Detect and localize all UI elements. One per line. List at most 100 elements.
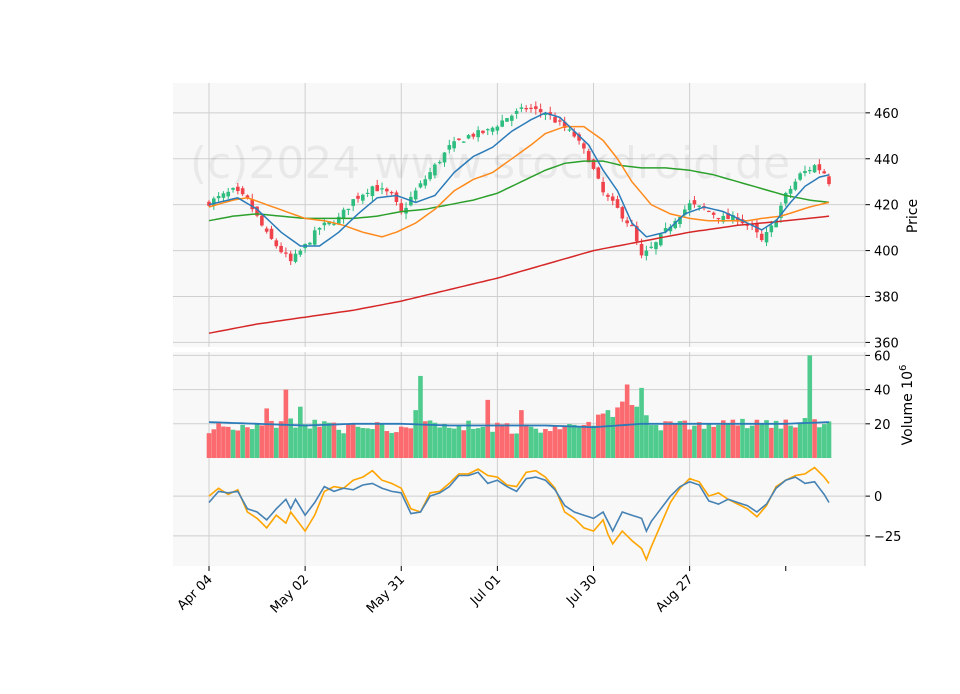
volume-bar: [687, 429, 692, 458]
price-axis: 360 380 400 420 440 460: [864, 83, 899, 351]
volume-bar: [826, 421, 832, 458]
volume-bar: [365, 428, 370, 458]
candle-body: [586, 151, 591, 163]
oscillator-panel-background: [173, 458, 865, 566]
candle-body: [735, 217, 740, 222]
candle-body: [687, 203, 692, 211]
volume-tick-label: 60: [874, 349, 891, 364]
x-axis: Apr 04 May 02 May 31 Jul 01 Jul 30 Aug 27: [175, 566, 787, 616]
volume-bar: [749, 425, 755, 458]
candle-body: [380, 188, 384, 190]
volume-bar: [346, 424, 351, 458]
volume-bar: [403, 427, 409, 458]
volume-bar: [249, 429, 255, 458]
volume-bar: [754, 419, 760, 458]
candle-body: [399, 203, 404, 213]
candle-body: [255, 206, 259, 216]
volume-bar: [716, 424, 721, 458]
ma-200-line: [208, 215, 830, 334]
candle-body: [308, 242, 312, 245]
oscillator-signal-line: [208, 466, 830, 562]
candle-body: [288, 253, 293, 262]
candle-body: [562, 121, 567, 128]
oscillator-tick-label: −25: [874, 530, 901, 545]
volume-bar: [793, 427, 798, 458]
candle-body: [649, 246, 653, 248]
candle-body: [591, 159, 596, 169]
x-tick-label: May 02: [268, 572, 312, 616]
candle-body: [442, 152, 447, 163]
volume-bar: [413, 410, 418, 458]
candle-body: [721, 215, 726, 222]
candle-body: [298, 250, 303, 255]
volume-bar: [355, 426, 361, 458]
volume-bar: [298, 406, 303, 458]
candle-body: [534, 106, 538, 109]
candle-body: [490, 127, 495, 132]
candle-body: [433, 164, 437, 176]
candle-body: [783, 192, 788, 204]
candle-body: [240, 188, 245, 195]
candle-body: [394, 192, 399, 203]
candle-body: [716, 217, 721, 220]
volume-bar: [437, 427, 442, 458]
volume-bar: [317, 426, 322, 458]
volume-tick-label: 20: [874, 418, 891, 433]
candle-body: [279, 245, 283, 253]
volume-bar: [235, 430, 241, 458]
candle-body: [365, 192, 370, 195]
volume-bar: [451, 428, 457, 458]
candle-body: [822, 171, 826, 174]
oscillator-main-line: [208, 471, 830, 534]
volume-bar: [600, 413, 606, 458]
candle-body: [577, 134, 581, 141]
volume-bar: [740, 418, 745, 458]
volume-bar: [211, 429, 217, 458]
volume-axis-label: Volume 106: [898, 365, 916, 446]
volume-bar: [821, 424, 827, 458]
volume-panel: 20 40 60 Volume 106: [173, 349, 916, 458]
candle-body: [582, 143, 586, 149]
volume-bar: [273, 427, 279, 458]
candle-body: [423, 179, 428, 186]
volume-bar: [514, 433, 519, 458]
candle-body: [711, 212, 716, 215]
oscillator-panel: −25 0: [173, 458, 901, 566]
volume-bar: [230, 429, 236, 458]
candle-body: [779, 205, 783, 218]
candle-body: [452, 141, 456, 149]
candle-body: [466, 135, 471, 139]
candle-body: [798, 173, 802, 180]
volume-bar: [240, 424, 245, 458]
candle-body: [356, 195, 360, 199]
volume-bar: [744, 428, 750, 458]
oscillator-series: [208, 466, 830, 562]
candle-body: [827, 176, 831, 185]
candle-body: [385, 188, 389, 192]
volume-axis-exponent: 6: [898, 365, 909, 371]
candle-body: [668, 226, 673, 232]
candle-body: [625, 220, 629, 224]
candle-body: [543, 113, 548, 116]
volume-bar: [759, 423, 765, 458]
candle-body: [236, 186, 240, 192]
volume-bar: [499, 424, 505, 458]
candle-body: [615, 199, 620, 208]
volume-bar: [783, 419, 789, 458]
candle-body: [327, 221, 331, 225]
candle-body: [495, 126, 500, 131]
volume-bar: [254, 424, 260, 458]
volume-bar: [456, 425, 462, 458]
candle-body: [572, 131, 577, 137]
volume-bar: [586, 421, 591, 458]
candle-body: [505, 118, 509, 122]
candle-body: [692, 200, 697, 205]
candle-body: [683, 209, 687, 215]
volume-bar: [480, 426, 486, 458]
volume-bar: [341, 433, 346, 458]
price-axis-label: Price: [905, 199, 921, 233]
volume-bar: [490, 431, 495, 458]
volume-bar: [509, 433, 515, 458]
candle-body: [250, 199, 255, 210]
